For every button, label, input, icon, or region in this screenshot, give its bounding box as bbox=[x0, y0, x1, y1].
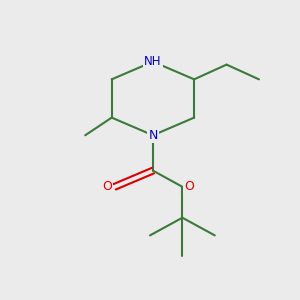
Text: N: N bbox=[148, 129, 158, 142]
Text: O: O bbox=[102, 180, 112, 193]
Text: NH: NH bbox=[144, 55, 162, 68]
Text: O: O bbox=[184, 180, 194, 193]
